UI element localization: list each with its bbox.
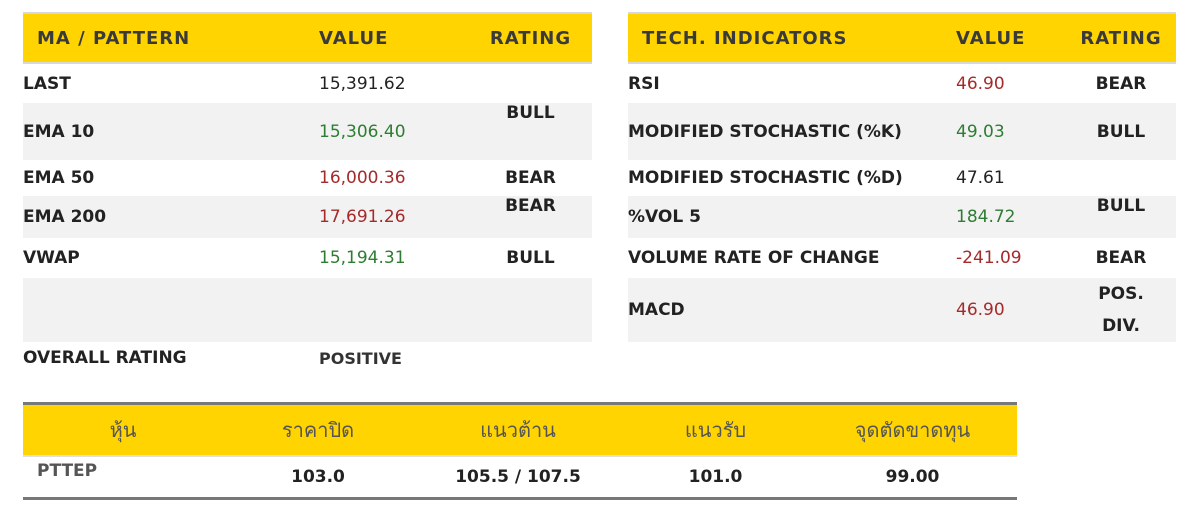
overall-rating-row: OVERALL RATING POSITIVE bbox=[23, 342, 592, 374]
stock-levels-table: หุ้น ราคาปิด แนวต้าน แนวรับ จุดตัดขาดทุน… bbox=[23, 402, 1017, 500]
table-row: EMA 200 17,691.26 BEAR bbox=[23, 196, 592, 238]
row-rating bbox=[469, 278, 592, 342]
row-value: 15,391.62 bbox=[319, 63, 469, 103]
close-header: ราคาปิด bbox=[223, 402, 413, 456]
close-price: 103.0 bbox=[223, 455, 413, 500]
rating-line: DIV. bbox=[1102, 316, 1140, 336]
table-row bbox=[23, 278, 592, 342]
table-row: PTTEP 103.0 105.5 / 107.5 101.0 99.00 bbox=[23, 455, 1017, 500]
row-value: 184.72 bbox=[956, 196, 1066, 238]
table-row: MACD 46.90 POS. DIV. bbox=[628, 278, 1176, 342]
row-value: 15,194.31 bbox=[319, 238, 469, 278]
row-rating: BULL bbox=[469, 238, 592, 278]
table-row: VWAP 15,194.31 BULL bbox=[23, 238, 592, 278]
resistance-header: แนวต้าน bbox=[413, 402, 623, 456]
value-header: VALUE bbox=[956, 12, 1066, 64]
row-value bbox=[319, 278, 469, 342]
row-rating: BULL bbox=[469, 103, 592, 160]
row-label: EMA 10 bbox=[23, 103, 319, 160]
row-label: VOLUME RATE OF CHANGE bbox=[628, 238, 956, 278]
support-level: 101.0 bbox=[623, 455, 808, 500]
row-rating bbox=[1066, 160, 1176, 196]
ma-header-row: MA / PATTERN VALUE RATING bbox=[23, 12, 592, 64]
table-row: MODIFIED STOCHASTIC (%D) 47.61 bbox=[628, 160, 1176, 196]
row-label: %VOL 5 bbox=[628, 196, 956, 238]
row-rating: BEAR bbox=[469, 160, 592, 196]
stop-loss-level: 99.00 bbox=[808, 455, 1017, 500]
row-label: EMA 200 bbox=[23, 196, 319, 238]
row-value: 46.90 bbox=[956, 278, 1066, 342]
row-value: -241.09 bbox=[956, 238, 1066, 278]
stop-loss-header: จุดตัดขาดทุน bbox=[808, 402, 1017, 456]
row-value: 46.90 bbox=[956, 63, 1066, 103]
row-rating: BEAR bbox=[469, 196, 592, 238]
tech-indicators-table: TECH. INDICATORS VALUE RATING RSI 46.90 … bbox=[628, 12, 1176, 342]
row-label: MODIFIED STOCHASTIC (%D) bbox=[628, 160, 956, 196]
tech-header-row: TECH. INDICATORS VALUE RATING bbox=[628, 12, 1176, 64]
rating-header: RATING bbox=[1066, 12, 1176, 64]
row-rating: POS. DIV. bbox=[1066, 278, 1176, 342]
row-label: LAST bbox=[23, 63, 319, 103]
row-rating: BEAR bbox=[1066, 238, 1176, 278]
row-label: MACD bbox=[628, 278, 956, 342]
table-row: EMA 50 16,000.36 BEAR bbox=[23, 160, 592, 196]
ma-pattern-table: MA / PATTERN VALUE RATING LAST 15,391.62… bbox=[23, 12, 592, 374]
overall-rating-label: OVERALL RATING bbox=[23, 342, 319, 374]
row-label: MODIFIED STOCHASTIC (%K) bbox=[628, 103, 956, 160]
support-header: แนวรับ bbox=[623, 402, 808, 456]
overall-rating-value: POSITIVE bbox=[319, 342, 469, 374]
rating-header: RATING bbox=[469, 12, 592, 64]
row-value: 16,000.36 bbox=[319, 160, 469, 196]
row-value: 15,306.40 bbox=[319, 103, 469, 160]
row-label bbox=[23, 278, 319, 342]
row-rating: BULL bbox=[1066, 103, 1176, 160]
row-rating bbox=[469, 342, 592, 374]
row-rating: BEAR bbox=[1066, 63, 1176, 103]
table-row: LAST 15,391.62 bbox=[23, 63, 592, 103]
tech-indicators-header: TECH. INDICATORS bbox=[628, 12, 956, 64]
value-header: VALUE bbox=[319, 12, 469, 64]
row-rating bbox=[469, 63, 592, 103]
row-value: 47.61 bbox=[956, 160, 1066, 196]
table-row: EMA 10 15,306.40 BULL bbox=[23, 103, 592, 160]
row-value: 17,691.26 bbox=[319, 196, 469, 238]
row-value: 49.03 bbox=[956, 103, 1066, 160]
row-label: RSI bbox=[628, 63, 956, 103]
resistance-levels: 105.5 / 107.5 bbox=[413, 455, 623, 500]
row-rating: BULL bbox=[1066, 196, 1176, 238]
rating-line: POS. bbox=[1098, 284, 1144, 304]
ma-pattern-header: MA / PATTERN bbox=[23, 12, 319, 64]
row-label: EMA 50 bbox=[23, 160, 319, 196]
table-row: RSI 46.90 BEAR bbox=[628, 63, 1176, 103]
stock-header-row: หุ้น ราคาปิด แนวต้าน แนวรับ จุดตัดขาดทุน bbox=[23, 402, 1017, 456]
row-label: VWAP bbox=[23, 238, 319, 278]
table-row: %VOL 5 184.72 BULL bbox=[628, 196, 1176, 238]
table-row: VOLUME RATE OF CHANGE -241.09 BEAR bbox=[628, 238, 1176, 278]
stock-symbol: PTTEP bbox=[23, 455, 223, 500]
table-row: MODIFIED STOCHASTIC (%K) 49.03 BULL bbox=[628, 103, 1176, 160]
symbol-header: หุ้น bbox=[23, 402, 223, 456]
